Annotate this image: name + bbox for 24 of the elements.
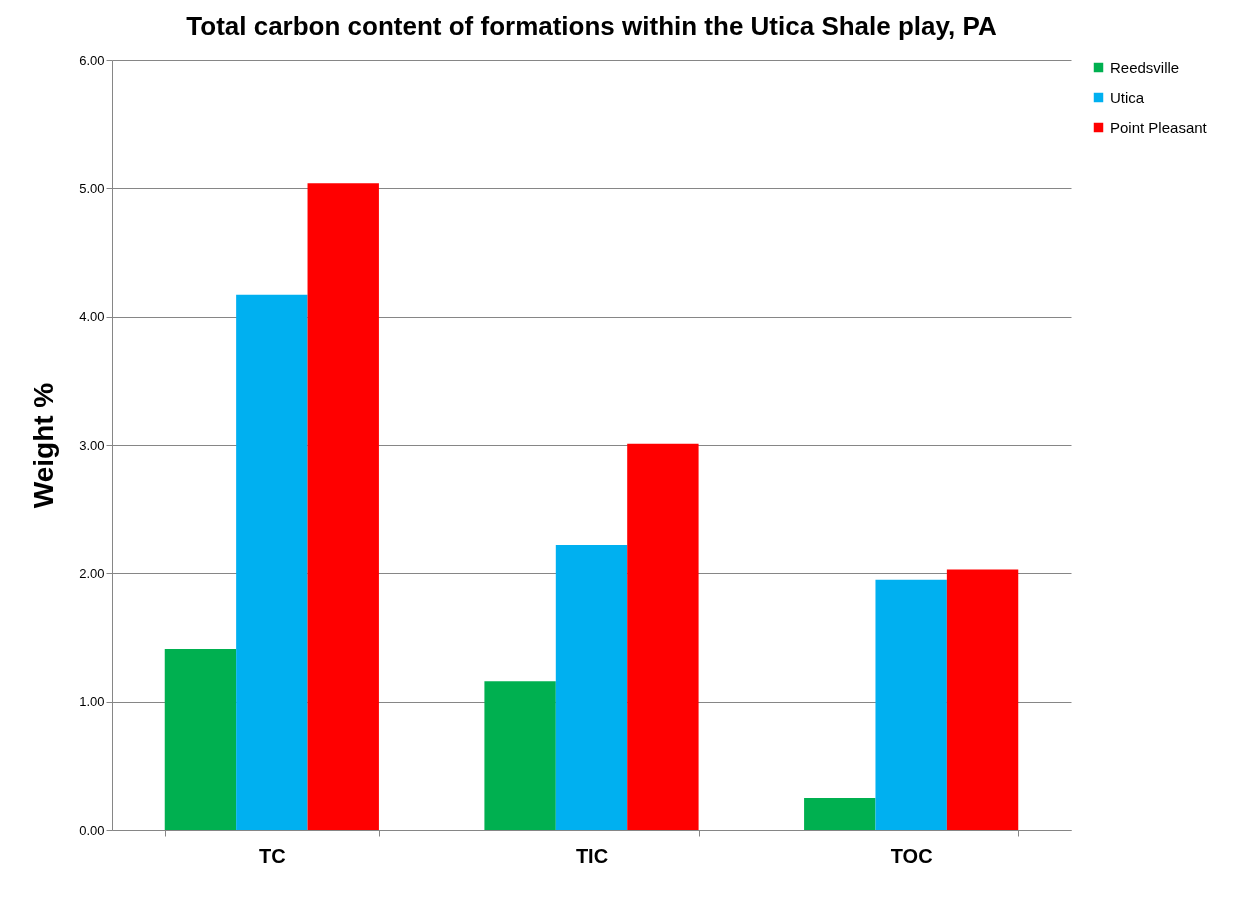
x-tick-label: TOC	[890, 844, 933, 867]
bar	[946, 569, 1019, 830]
legend-label: Utica	[1110, 88, 1145, 106]
legend-label: Point Pleasant	[1110, 118, 1208, 136]
y-axis-title: Weight %	[28, 382, 60, 509]
y-tick-label: 3.00	[79, 437, 105, 453]
y-tick-label: 0.00	[79, 822, 105, 838]
bar	[804, 797, 876, 830]
chart-title: Total carbon content of formations within the Utica Shale play, PA	[186, 11, 997, 41]
x-tick-label: TC	[259, 844, 286, 867]
bar	[627, 443, 699, 830]
bar	[164, 649, 237, 830]
legend-label: Reedsville	[1110, 58, 1180, 76]
bar	[307, 183, 379, 830]
y-tick-label: 4.00	[79, 309, 105, 325]
y-tick-label: 1.00	[79, 694, 105, 710]
bar	[484, 681, 556, 830]
bar	[236, 294, 308, 830]
bar	[875, 579, 947, 830]
y-tick-label: 5.00	[79, 180, 105, 196]
y-tick-label: 2.00	[79, 565, 105, 581]
y-tick-label: 6.00	[79, 52, 105, 68]
bar	[555, 545, 628, 830]
x-tick-label: TIC	[575, 844, 609, 867]
